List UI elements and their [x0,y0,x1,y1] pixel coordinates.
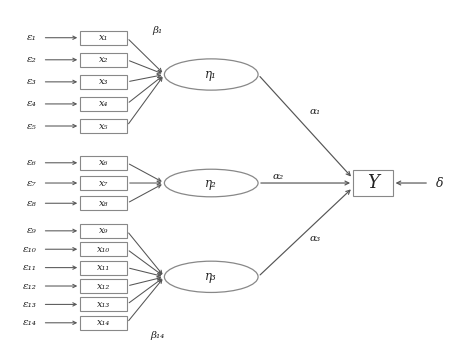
Text: x₁₃: x₁₃ [97,300,110,309]
Text: x₃: x₃ [99,77,108,86]
Text: α₃: α₃ [310,234,321,243]
Bar [80,75,127,89]
Text: x₁₄: x₁₄ [97,318,110,327]
Text: α₂: α₂ [272,172,283,181]
Bar [80,261,127,275]
Bar [80,97,127,111]
Text: ε₉: ε₉ [27,226,36,235]
Text: x₂: x₂ [99,55,108,64]
Text: x₁₁: x₁₁ [97,263,110,272]
Text: δ: δ [436,176,444,190]
Text: x₅: x₅ [99,121,108,131]
Text: x₁₀: x₁₀ [97,245,110,254]
Text: ε₂: ε₂ [27,55,36,64]
Text: ε₁₂: ε₁₂ [23,282,36,290]
Bar [80,196,127,210]
Bar [80,156,127,170]
Text: ε₅: ε₅ [27,121,36,131]
Ellipse shape [164,169,258,197]
Bar [80,316,127,330]
Text: ε₁₁: ε₁₁ [23,263,36,272]
Text: x₆: x₆ [99,158,108,167]
Bar [80,176,127,190]
Text: x₈: x₈ [99,199,108,208]
Text: ε₁: ε₁ [27,33,36,42]
Text: ε₁₃: ε₁₃ [23,300,36,309]
Text: η₃: η₃ [205,270,217,283]
Bar [80,224,127,238]
Text: x₉: x₉ [99,226,108,235]
Bar [80,53,127,67]
Text: ε₈: ε₈ [27,199,36,208]
Text: x₁: x₁ [99,33,108,42]
Bar [80,31,127,45]
Text: Y: Y [367,174,379,192]
Text: ε₃: ε₃ [27,77,36,86]
Ellipse shape [164,261,258,293]
Text: β₁₄: β₁₄ [150,331,164,340]
Text: β₁: β₁ [152,26,163,35]
Text: x₄: x₄ [99,99,108,108]
Text: ε₁₄: ε₁₄ [23,318,36,327]
Text: α₁: α₁ [310,107,321,116]
Text: η₂: η₂ [205,176,217,190]
Bar [80,279,127,293]
Text: ε₄: ε₄ [27,99,36,108]
Text: η₁: η₁ [205,68,217,81]
Text: ε₇: ε₇ [27,179,36,187]
Bar [80,297,127,311]
Bar [80,119,127,133]
Bar [353,170,393,196]
Text: x₇: x₇ [99,179,108,187]
Text: x₁₂: x₁₂ [97,282,110,290]
Bar [80,242,127,256]
Text: ε₆: ε₆ [27,158,36,167]
Ellipse shape [164,59,258,90]
Text: ε₁₀: ε₁₀ [23,245,36,254]
